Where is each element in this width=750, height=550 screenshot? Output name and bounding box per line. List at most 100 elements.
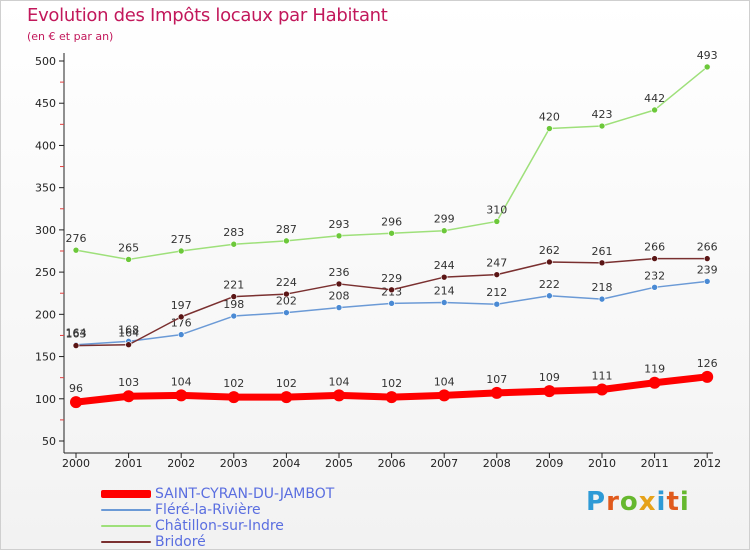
data-point bbox=[335, 232, 343, 240]
data-point bbox=[70, 396, 82, 409]
data-point bbox=[651, 284, 658, 291]
legend-swatch bbox=[101, 509, 151, 511]
data-point bbox=[177, 247, 185, 255]
data-point bbox=[230, 240, 238, 248]
data-point bbox=[72, 342, 80, 349]
data-label: 212 bbox=[486, 286, 507, 299]
data-point bbox=[335, 304, 343, 311]
data-point bbox=[177, 331, 185, 338]
legend-swatch bbox=[101, 490, 151, 498]
x-tick-label: 2006 bbox=[378, 457, 406, 470]
data-label: 261 bbox=[592, 245, 613, 258]
brand-letter: i bbox=[656, 487, 667, 517]
legend-item: SAINT-CYRAN-DU-JAMBOT bbox=[101, 486, 334, 502]
data-point bbox=[651, 106, 658, 114]
data-label: 442 bbox=[644, 92, 665, 105]
x-tick-label: 2009 bbox=[535, 457, 563, 470]
brand-logo: Proxiti bbox=[586, 487, 690, 517]
brand-letter: t bbox=[666, 487, 680, 517]
data-label: 164 bbox=[66, 327, 87, 340]
data-label: 103 bbox=[118, 376, 139, 389]
brand-letter: r bbox=[606, 487, 620, 517]
legend-label: Bridoré bbox=[155, 534, 206, 550]
data-point bbox=[490, 386, 503, 399]
data-point bbox=[388, 300, 395, 307]
x-tick-label: 2005 bbox=[325, 457, 353, 470]
data-point bbox=[493, 271, 501, 278]
data-label: 493 bbox=[697, 49, 718, 62]
x-tick-label: 2002 bbox=[167, 457, 195, 470]
data-point bbox=[230, 312, 238, 320]
chart-title: Evolution des Impôts locaux par Habitant bbox=[27, 5, 388, 26]
data-label: 293 bbox=[329, 218, 350, 231]
data-point bbox=[388, 229, 395, 237]
legend-item: Fléré-la-Rivière bbox=[101, 502, 334, 518]
data-point bbox=[598, 295, 606, 303]
legend-label: Châtillon-sur-Indre bbox=[155, 518, 284, 534]
data-label: 266 bbox=[644, 241, 665, 254]
data-point bbox=[283, 309, 290, 316]
data-point bbox=[283, 290, 290, 298]
legend-item: Bridoré bbox=[101, 534, 334, 550]
data-label: 197 bbox=[171, 299, 192, 312]
data-label: 287 bbox=[276, 223, 297, 236]
x-tick-label: 2008 bbox=[483, 457, 511, 470]
data-point bbox=[651, 255, 658, 262]
y-tick-label: 50 bbox=[42, 435, 56, 448]
y-tick-label: 150 bbox=[35, 351, 56, 364]
data-label: 214 bbox=[434, 285, 455, 298]
data-point bbox=[280, 391, 293, 404]
data-label: 423 bbox=[592, 108, 613, 121]
data-label: 208 bbox=[329, 290, 350, 303]
data-point bbox=[283, 237, 290, 245]
data-label: 275 bbox=[171, 233, 192, 246]
y-tick-label: 200 bbox=[35, 308, 56, 321]
data-label: 296 bbox=[381, 215, 402, 228]
x-tick-label: 2001 bbox=[115, 457, 143, 470]
x-tick-label: 2007 bbox=[430, 457, 458, 470]
data-label: 119 bbox=[644, 363, 665, 376]
y-tick-label: 300 bbox=[35, 224, 56, 237]
data-point bbox=[546, 292, 553, 300]
data-label: 109 bbox=[539, 371, 560, 384]
data-point bbox=[333, 389, 345, 402]
legend-swatch bbox=[101, 525, 151, 527]
legend: SAINT-CYRAN-DU-JAMBOT Fléré-la-Rivière Châ… bbox=[101, 486, 334, 550]
data-point bbox=[335, 280, 343, 288]
brand-letter: x bbox=[638, 487, 657, 517]
data-label: 104 bbox=[434, 375, 455, 388]
data-label: 163 bbox=[66, 328, 87, 341]
x-tick-label: 2012 bbox=[693, 457, 721, 470]
y-tick-label: 450 bbox=[35, 97, 56, 110]
data-label: 168 bbox=[118, 323, 139, 336]
data-point bbox=[598, 259, 606, 267]
data-point bbox=[125, 256, 132, 263]
x-tick-label: 2000 bbox=[62, 457, 90, 470]
legend-label: SAINT-CYRAN-DU-JAMBOT bbox=[155, 486, 335, 502]
data-point bbox=[125, 341, 132, 349]
brand-letter: P bbox=[586, 487, 607, 517]
data-label: 310 bbox=[486, 203, 507, 216]
data-point bbox=[493, 300, 501, 308]
data-point bbox=[701, 370, 714, 383]
data-point bbox=[703, 63, 711, 71]
data-label: 102 bbox=[381, 377, 402, 390]
data-point bbox=[438, 389, 451, 402]
data-label: 107 bbox=[486, 373, 507, 386]
y-tick-label: 350 bbox=[35, 182, 56, 195]
data-label: 232 bbox=[644, 269, 665, 282]
data-label: 111 bbox=[592, 369, 613, 382]
data-label: 222 bbox=[539, 278, 560, 291]
data-point bbox=[596, 383, 608, 396]
data-point bbox=[177, 313, 185, 321]
data-label: 202 bbox=[276, 295, 297, 308]
data-point bbox=[230, 293, 238, 300]
data-label: 164 bbox=[118, 327, 139, 340]
data-point bbox=[440, 273, 448, 281]
data-label: 104 bbox=[171, 375, 192, 388]
y-tick-label: 250 bbox=[35, 266, 56, 279]
data-label: 244 bbox=[434, 259, 455, 272]
data-label: 198 bbox=[223, 298, 244, 311]
